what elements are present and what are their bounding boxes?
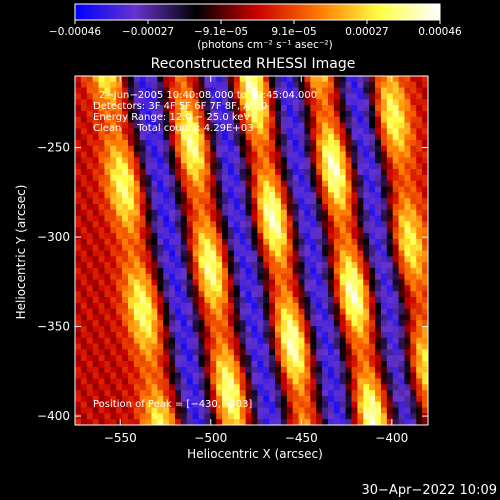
x-axis-label: Heliocentric X (arcsec) bbox=[187, 447, 323, 461]
x-tick-label: −500 bbox=[194, 431, 227, 445]
heatmap-image bbox=[75, 76, 428, 425]
y-tick-label: −350 bbox=[37, 320, 70, 334]
colorbar-tick-label: −0.00027 bbox=[122, 26, 174, 38]
colorbar-tick-label: −0.00046 bbox=[49, 26, 102, 38]
y-tick-label: −300 bbox=[37, 230, 70, 244]
x-tick-label: −400 bbox=[375, 431, 408, 445]
y-tick-label: −400 bbox=[37, 409, 70, 423]
colorbar-tick-label: 9.1e−05 bbox=[271, 26, 316, 38]
annotation-energy: Energy Range: 12.0 − 25.0 keV bbox=[93, 112, 250, 123]
y-tick-label: −250 bbox=[37, 141, 70, 155]
annotation-peak: Position of Peak = [−430,−303] bbox=[93, 399, 252, 410]
annotation-clean: Clean Total counts: 4.29E+03 bbox=[93, 123, 253, 134]
annotation-detectors: Detectors: 3F 4F 5F 6F 7F 8F, Att 0 bbox=[93, 101, 267, 112]
colorbar-unit-label: (photons cm⁻² s⁻¹ asec⁻²) bbox=[197, 39, 332, 51]
colorbar bbox=[74, 3, 441, 21]
footer-timestamp: 30−Apr−2022 10:09 bbox=[362, 483, 498, 498]
colorbar-tick-label: 0.00027 bbox=[345, 26, 388, 38]
colorbar-ticks: −0.00046 −0.00027 −9.1e−05 9.1e−05 0.00027 0.… bbox=[49, 20, 462, 38]
plot-frame bbox=[74, 75, 429, 426]
colorbar-tick-label: −9.1e−05 bbox=[194, 26, 248, 38]
colorbar-tick-label: 0.00046 bbox=[418, 26, 462, 38]
axis-ticks: −550 −500 −450 −400 −250 −300 −350 −400 bbox=[37, 76, 428, 445]
y-axis-label: Heliocentric Y (arcsec) bbox=[14, 185, 28, 320]
chart-title: Reconstructed RHESSI Image bbox=[151, 56, 356, 72]
x-tick-label: −450 bbox=[285, 431, 318, 445]
x-tick-label: −550 bbox=[104, 431, 137, 445]
annotation-time-range: 2−Jun−2005 10:40:08.000 to 10:45:04.000 bbox=[99, 90, 317, 101]
